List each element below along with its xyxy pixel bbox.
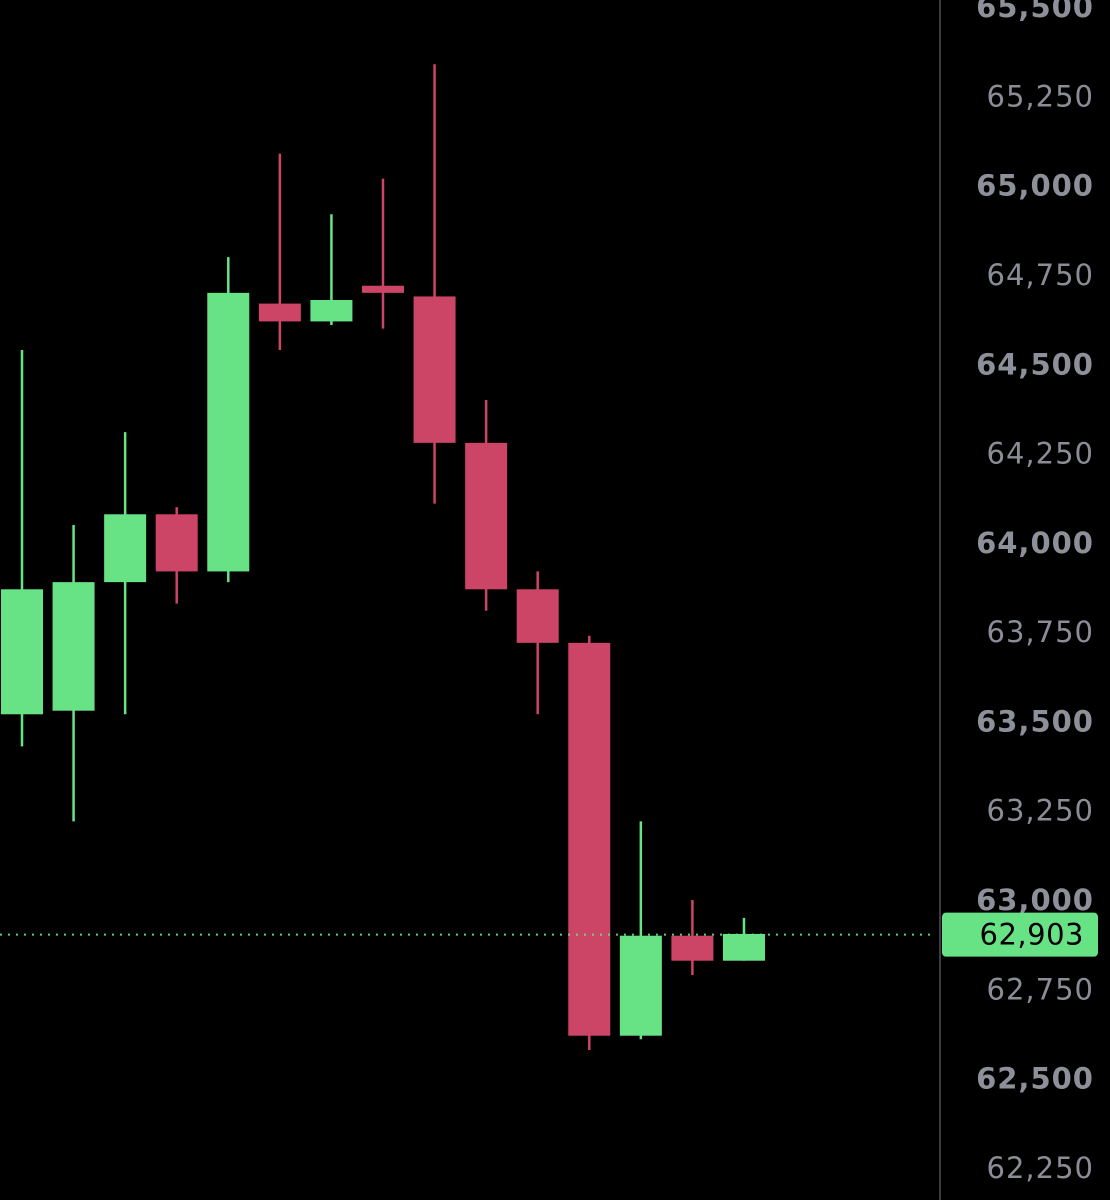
candle-14[interactable]	[671, 900, 714, 975]
price-tick-label: 62,250	[987, 1151, 1094, 1185]
price-tick-label: 64,750	[987, 258, 1094, 292]
price-tick-label: 63,500	[976, 704, 1094, 738]
candle-body-up	[207, 292, 250, 572]
price-tick-label: 64,500	[976, 347, 1094, 381]
candle-1[interactable]	[1, 350, 43, 747]
price-tick-label: 62,500	[976, 1062, 1094, 1096]
candle-body-down	[568, 642, 611, 1036]
candle-8[interactable]	[361, 178, 404, 329]
candle-body-up	[1, 589, 43, 715]
candle-11[interactable]	[516, 571, 559, 715]
candle-body-up	[722, 933, 765, 961]
candle-body-up	[52, 582, 95, 711]
price-tick-label: 65,250	[987, 79, 1094, 113]
candle-10[interactable]	[465, 400, 508, 611]
candle-body-down	[258, 303, 301, 322]
price-tick-label: 65,500	[976, 0, 1094, 24]
candle-5[interactable]	[207, 257, 250, 583]
candle-body-down	[516, 589, 559, 643]
candle-body-down	[155, 514, 198, 572]
candle-body-up	[104, 514, 147, 583]
price-tick-label: 63,750	[987, 615, 1094, 649]
candle-13[interactable]	[619, 821, 662, 1040]
candle-12[interactable]	[568, 635, 611, 1050]
candle-4[interactable]	[155, 507, 198, 604]
last-price-tag: 62,903	[942, 912, 1098, 957]
candle-body-up	[619, 935, 662, 1036]
candle-body-down	[465, 442, 508, 590]
price-tick-label: 64,000	[976, 526, 1094, 560]
candle-3[interactable]	[104, 432, 147, 715]
candle-body-down	[413, 296, 456, 443]
candles-group	[1, 64, 765, 1050]
candle-body-down	[671, 935, 714, 961]
candle-6[interactable]	[258, 153, 301, 350]
candle-7[interactable]	[310, 214, 353, 325]
candle-body-up	[310, 300, 353, 322]
candle-15[interactable]	[722, 917, 765, 961]
last-price-tag-background	[942, 912, 1098, 957]
price-tick-label: 64,250	[987, 437, 1094, 471]
candle-9[interactable]	[413, 64, 456, 504]
price-tick-label: 63,000	[976, 883, 1094, 917]
candle-body-down	[361, 285, 404, 293]
price-axis-ticks[interactable]: 65,500 65,250 65,000 64,750 64,500 64,250 64,0…	[976, 0, 1094, 1185]
candle-2[interactable]	[52, 525, 95, 822]
price-tick-label: 62,750	[987, 972, 1094, 1006]
last-price-label: 62,903	[980, 918, 1084, 952]
price-tick-label: 65,000	[976, 169, 1094, 203]
price-tick-label: 63,250	[987, 794, 1094, 828]
